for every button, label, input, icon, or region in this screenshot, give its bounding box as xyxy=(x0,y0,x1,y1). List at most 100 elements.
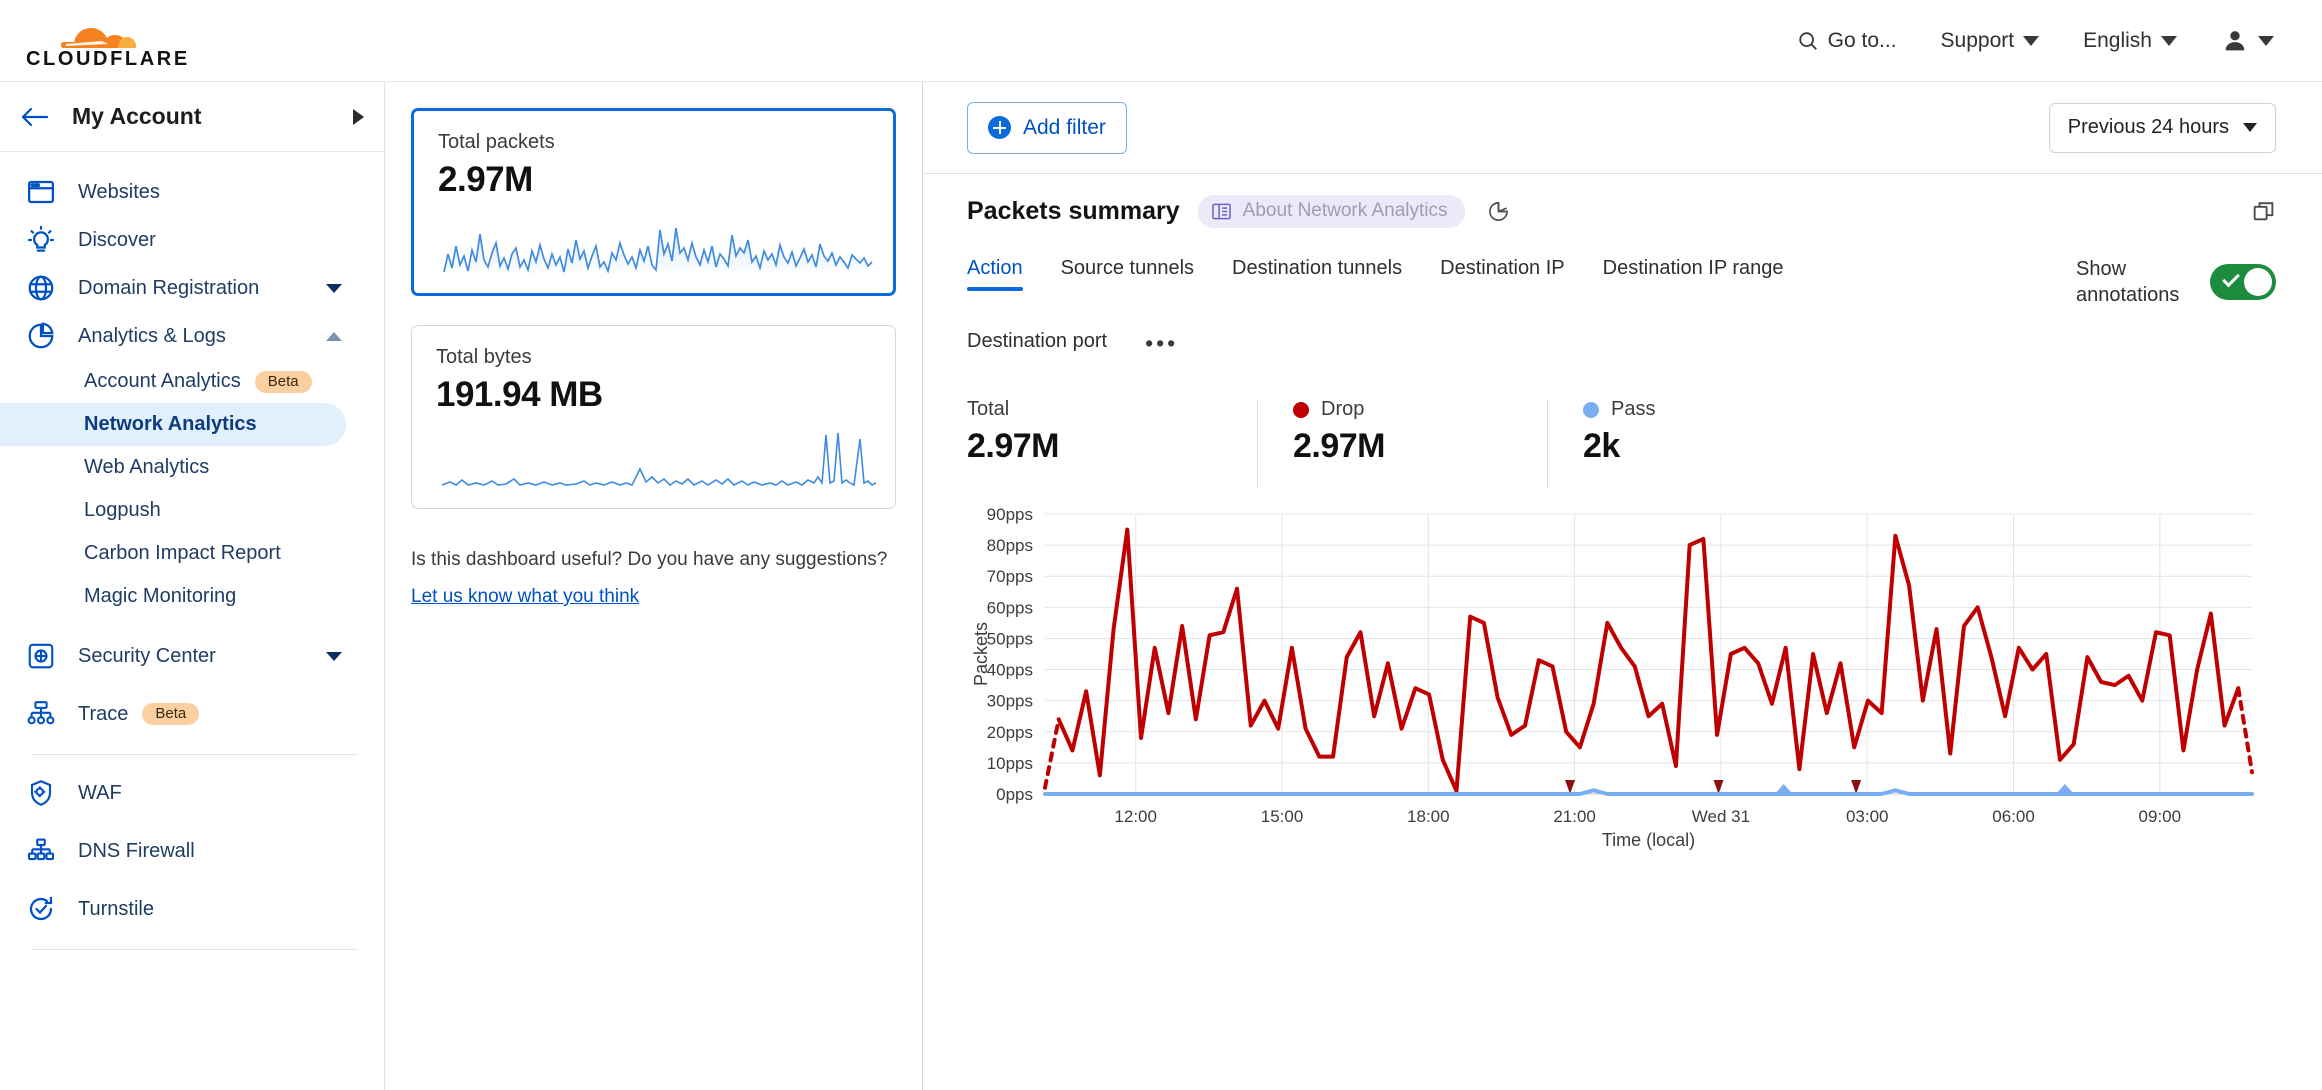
packets-summary-card: Packets summary About Network Analytics … xyxy=(923,174,2322,856)
show-annotations-toggle[interactable] xyxy=(2210,264,2276,300)
y-axis-title: Packets xyxy=(971,622,991,686)
pie-chart-icon[interactable] xyxy=(1487,200,1510,223)
globe-icon xyxy=(28,275,54,301)
beta-badge: Beta xyxy=(254,370,312,393)
y-axis-tick-label: 80pps xyxy=(987,536,1033,555)
stat-pass-value: 2k xyxy=(1583,427,1620,465)
packets-sparkline xyxy=(443,227,873,276)
y-axis-tick-label: 20pps xyxy=(987,723,1033,742)
filter-bar: Add filter Previous 24 hours xyxy=(923,82,2322,174)
support-menu[interactable]: Support xyxy=(1919,29,2062,53)
tab-destination-ip[interactable]: Destination IP xyxy=(1440,257,1565,279)
sidebar-item-dns-firewall[interactable]: DNS Firewall xyxy=(0,827,384,875)
sidebar-item-carbon-impact-report[interactable]: Carbon Impact Report xyxy=(0,532,346,575)
sidebar-item-discover[interactable]: Discover xyxy=(0,216,384,264)
sidebar-item-websites[interactable]: Websites xyxy=(0,168,384,216)
y-axis-tick-label: 10pps xyxy=(987,754,1033,773)
more-tabs-button[interactable]: ••• xyxy=(1145,330,1179,356)
series-trailing-dashed-drop xyxy=(2236,686,2254,775)
shield-network-icon xyxy=(28,643,54,669)
back-arrow-icon[interactable] xyxy=(20,105,50,129)
tab-destination-ip-range[interactable]: Destination IP range xyxy=(1602,257,1784,279)
account-name: My Account xyxy=(72,103,202,129)
sidebar-item-account-analytics[interactable]: Account Analytics Beta xyxy=(0,360,346,403)
sidebar-subitem-label: Network Analytics xyxy=(84,413,257,435)
chevron-down-icon xyxy=(2161,35,2177,46)
pie-chart-icon xyxy=(28,322,54,349)
global-search[interactable]: Go to... xyxy=(1775,29,1919,53)
time-range-selector[interactable]: Previous 24 hours xyxy=(2048,102,2276,153)
sidebar-item-security-center[interactable]: Security Center xyxy=(0,632,384,680)
stat-drop-label: Drop xyxy=(1321,398,1365,420)
stat-drop-head: Drop xyxy=(1293,398,1517,421)
add-filter-button[interactable]: Add filter xyxy=(967,101,1127,154)
x-axis-tick-label: 15:00 xyxy=(1261,807,1304,826)
account-menu[interactable] xyxy=(2199,27,2296,55)
metric-card-total-packets[interactable]: Total packets 2.97M xyxy=(411,108,896,296)
tab-action[interactable]: Action xyxy=(967,248,1023,291)
metric-card-value: 191.94 MB xyxy=(436,375,603,414)
about-network-analytics-pill[interactable]: About Network Analytics xyxy=(1197,194,1465,228)
metric-card-total-bytes[interactable]: Total bytes 191.94 MB xyxy=(411,325,896,509)
user-avatar-icon xyxy=(2225,30,2245,50)
stat-pass-head: Pass xyxy=(1583,398,1655,421)
sidebar-item-logpush[interactable]: Logpush xyxy=(0,489,346,532)
sidebar-item-label: Analytics & Logs xyxy=(78,324,226,347)
metric-card-label: Total bytes xyxy=(436,346,532,368)
tab-source-tunnels[interactable]: Source tunnels xyxy=(1060,257,1195,279)
chevron-down-icon xyxy=(2243,123,2257,132)
time-range-label: Previous 24 hours xyxy=(2067,116,2229,138)
chevron-down-icon xyxy=(2258,35,2274,46)
sidebar-item-magic-monitoring[interactable]: Magic Monitoring xyxy=(0,575,346,618)
chevron-down-icon xyxy=(2023,35,2040,46)
cloudflare-logo-mark: CLOUDFLARE xyxy=(26,27,190,69)
sidebar-item-turnstile[interactable]: Turnstile xyxy=(0,885,384,933)
sidebar-item-label: DNS Firewall xyxy=(78,839,195,862)
global-search-label: Go to... xyxy=(1827,28,1897,52)
sidebar-subitem-label: Web Analytics xyxy=(84,456,210,478)
stat-pass-label: Pass xyxy=(1611,398,1656,420)
dimension-tabs: Action Source tunnels Destination tunnel… xyxy=(967,248,1997,368)
tabs-and-annotations: Action Source tunnels Destination tunnel… xyxy=(967,248,2276,368)
sitemap-icon xyxy=(27,838,55,861)
stat-total: Total 2.97M xyxy=(967,398,1257,490)
tab-destination-port[interactable]: Destination port xyxy=(967,330,1108,352)
sidebar-item-label: Trace xyxy=(78,702,129,725)
language-menu[interactable]: English xyxy=(2061,29,2199,53)
feedback-block: Is this dashboard useful? Do you have an… xyxy=(411,547,896,611)
chevron-up-icon xyxy=(326,331,342,341)
sidebar-subitem-label: Account Analytics xyxy=(84,370,241,392)
x-axis-title: Time (local) xyxy=(1602,830,1695,850)
beta-badge: Beta xyxy=(142,703,200,725)
tab-destination-tunnels[interactable]: Destination tunnels xyxy=(1232,257,1403,279)
packets-summary-header: Packets summary About Network Analytics xyxy=(967,174,2276,248)
cloudflare-logo[interactable]: CLOUDFLARE xyxy=(18,13,208,69)
search-icon xyxy=(1798,31,1817,50)
sidebar-item-domain-registration[interactable]: Domain Registration xyxy=(0,264,384,312)
toggle-knob xyxy=(2244,268,2272,296)
duplicate-icon[interactable] xyxy=(2251,199,2276,224)
y-axis-tick-label: 70pps xyxy=(987,567,1033,586)
x-axis-tick-label: 18:00 xyxy=(1407,807,1450,826)
browser-window-icon xyxy=(28,180,54,204)
sidebar-item-label: Websites xyxy=(78,180,160,203)
shield-gear-icon xyxy=(30,780,52,806)
feedback-link[interactable]: Let us know what you think xyxy=(411,585,640,607)
add-filter-label: Add filter xyxy=(1023,115,1106,139)
x-axis-tick-label: 06:00 xyxy=(1992,807,2035,826)
cloudflare-wordmark: CLOUDFLARE xyxy=(26,48,190,69)
pass-marker xyxy=(1774,784,1793,794)
sidebar-item-network-analytics[interactable]: Network Analytics xyxy=(0,403,346,446)
sidebar-item-analytics-and-logs[interactable]: Analytics & Logs xyxy=(0,312,384,360)
sidebar-item-label: Discover xyxy=(78,228,156,251)
sidebar-item-waf[interactable]: WAF xyxy=(0,769,384,817)
x-axis-tick-label: 03:00 xyxy=(1846,807,1889,826)
sidebar-nav: Websites Discover Domain Registration An… xyxy=(0,152,384,950)
packets-time-series-chart[interactable]: 0pps 10pps 20pps 30pps 40pps 50pps 60pps 70pps 8… xyxy=(967,506,2276,856)
stat-total-label: Total xyxy=(967,398,1010,420)
triangle-right-icon[interactable] xyxy=(353,108,364,125)
metric-card-value: 2.97M xyxy=(438,160,533,199)
sidebar-item-label: WAF xyxy=(78,781,122,804)
sidebar-item-web-analytics[interactable]: Web Analytics xyxy=(0,446,346,489)
sidebar-item-trace[interactable]: Trace Beta xyxy=(0,690,384,738)
